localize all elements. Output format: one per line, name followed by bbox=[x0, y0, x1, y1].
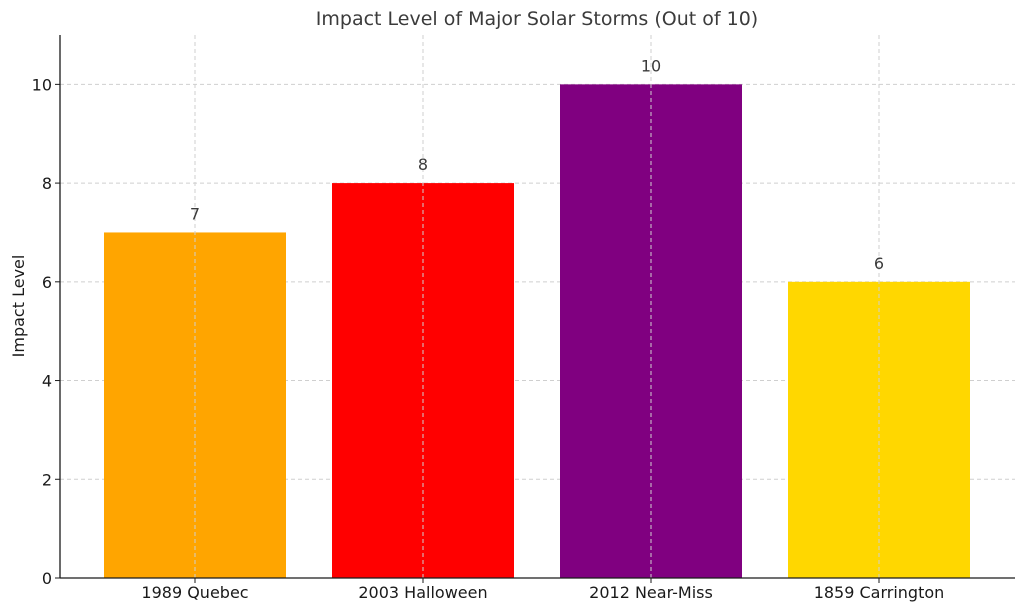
x-tick-label: 1859 Carrington bbox=[814, 583, 945, 602]
vertical-grid-layer bbox=[194, 35, 880, 578]
axes-layer bbox=[59, 35, 1015, 579]
bar-value-label: 7 bbox=[190, 204, 200, 223]
bars-layer bbox=[104, 84, 970, 579]
bar-value-label: 10 bbox=[641, 56, 661, 75]
x-tick-label: 2012 Near-Miss bbox=[589, 583, 713, 602]
bar-value-label: 8 bbox=[418, 155, 428, 174]
y-tick-label: 10 bbox=[32, 75, 52, 94]
y-tick-label: 8 bbox=[42, 174, 52, 193]
y-tick-label: 4 bbox=[42, 372, 52, 391]
data-labels-layer: 7 8 10 6 bbox=[190, 56, 884, 272]
y-axis-label: Impact Level bbox=[9, 255, 28, 358]
y-tick-label: 6 bbox=[42, 273, 52, 292]
ticks-layer: 0 2 4 6 8 10 1989 Quebec 2003 Halloween 2012 Nea… bbox=[32, 75, 945, 602]
x-tick-label: 1989 Quebec bbox=[141, 583, 248, 602]
y-tick-label: 2 bbox=[42, 470, 52, 489]
y-tick-label: 0 bbox=[42, 569, 52, 588]
chart-title: Impact Level of Major Solar Storms (Out … bbox=[316, 8, 758, 30]
bar-value-label: 6 bbox=[874, 254, 884, 273]
x-tick-label: 2003 Halloween bbox=[358, 583, 487, 602]
